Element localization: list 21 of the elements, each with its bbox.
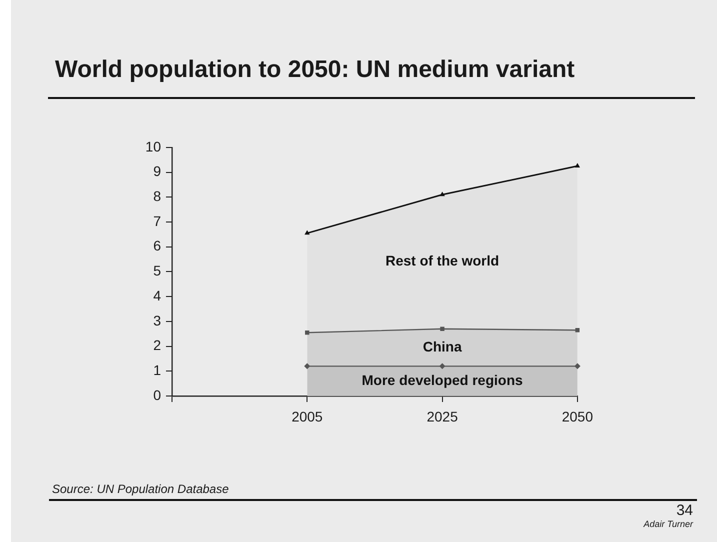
y-tick-label: 5 <box>153 262 162 279</box>
y-tick-label: 3 <box>153 312 162 328</box>
y-tick-label: 8 <box>153 188 162 204</box>
series-label: Rest of the world <box>386 252 500 269</box>
series-label: China <box>422 338 462 354</box>
x-tick-label: 2025 <box>426 408 458 424</box>
source-note: Source: UN Population Database <box>52 482 229 497</box>
y-tick-label: 10 <box>145 138 162 154</box>
x-tick-label: 2050 <box>562 408 594 424</box>
text: Adair Turner <box>644 519 693 530</box>
y-tick-label: 4 <box>153 287 162 304</box>
y-tick-label: 2 <box>153 337 162 354</box>
y-tick-label: 1 <box>153 362 162 378</box>
y-tick-label: 7 <box>153 212 162 229</box>
y-tick-label: 6 <box>153 238 162 254</box>
y-tick-label: 0 <box>153 386 162 403</box>
y-tick-label: 9 <box>153 163 162 180</box>
series-label: More developed regions <box>362 372 524 388</box>
text: 34 <box>676 502 693 519</box>
x-tick-label: 2005 <box>292 408 323 424</box>
chart-title: World population to 2050: UN medium variant <box>55 56 575 84</box>
